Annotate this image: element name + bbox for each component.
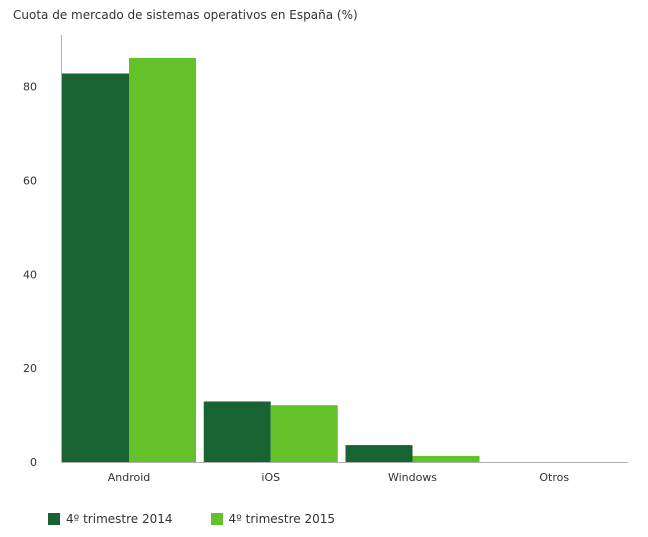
legend-label-2015: 4º trimestre 2015 [228,512,336,526]
legend-swatch-2015 [210,513,223,525]
legend-label-2014: 4º trimestre 2014 [66,512,173,526]
bar-android-2015[interactable] [129,57,196,462]
y-tick-label: 80 [23,81,37,94]
y-axis-ticks: 0 20 40 60 80 [23,81,37,469]
bar-ios-2015[interactable] [270,405,338,462]
legend-swatch-2014 [48,513,60,525]
y-tick-label: 40 [23,268,37,281]
y-tick-label: 20 [23,362,37,375]
chart-title: Cuota de mercado de sistemas operativos … [13,8,358,22]
x-tick-label: Android [108,471,151,484]
legend: 4º trimestre 2014 4º trimestre 2015 [48,512,373,526]
bars-group [62,57,480,462]
bar-android-2014[interactable] [62,73,129,462]
x-tick-label: iOS [261,471,280,484]
bar-windows-2015[interactable] [412,455,480,462]
bar-ios-2014[interactable] [203,401,271,462]
legend-item-2015[interactable]: 4º trimestre 2015 [210,512,336,526]
legend-item-2014[interactable]: 4º trimestre 2014 [48,512,173,526]
x-tick-label: Windows [388,471,437,484]
x-tick-label: Otros [539,471,569,484]
y-tick-label: 60 [23,174,37,187]
x-axis-ticks: Android iOS Windows Otros [108,471,570,484]
y-tick-label: 0 [30,456,37,469]
bar-windows-2014[interactable] [345,445,413,462]
